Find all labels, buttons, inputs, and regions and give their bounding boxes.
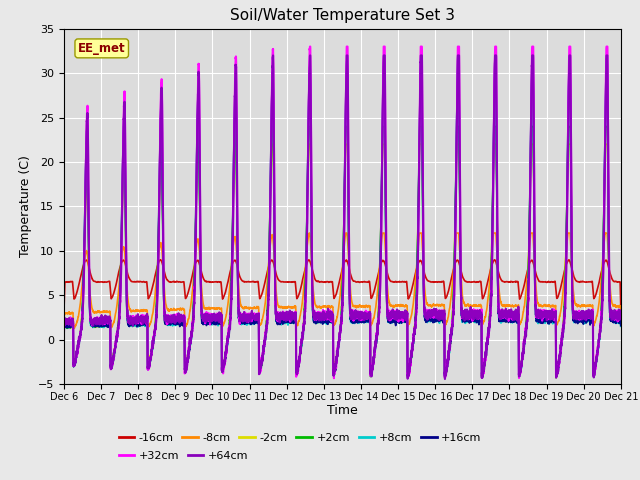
X-axis label: Time: Time — [327, 405, 358, 418]
Text: EE_met: EE_met — [78, 42, 125, 55]
Legend: +32cm, +64cm: +32cm, +64cm — [114, 446, 253, 466]
Y-axis label: Temperature (C): Temperature (C) — [19, 156, 33, 257]
Title: Soil/Water Temperature Set 3: Soil/Water Temperature Set 3 — [230, 9, 455, 24]
